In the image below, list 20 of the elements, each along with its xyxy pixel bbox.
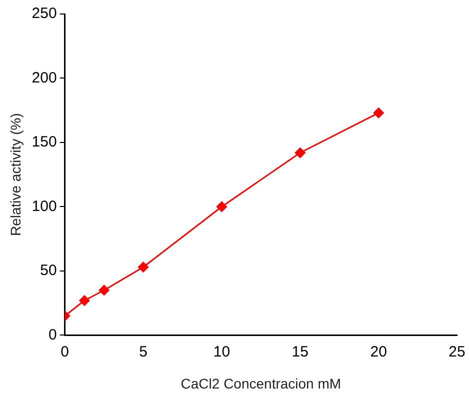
y-tick-label: 250 xyxy=(32,5,57,22)
y-tick-label: 150 xyxy=(32,134,57,151)
point xyxy=(98,284,110,296)
x-tick-label: 0 xyxy=(60,343,69,360)
x-tick-label: 10 xyxy=(213,343,230,360)
y-tick-label: 50 xyxy=(40,262,57,280)
y-tick-label: 0 xyxy=(48,326,57,344)
y-axis-title: Relative activity (%) xyxy=(7,113,24,236)
point xyxy=(373,108,384,118)
point xyxy=(216,201,227,212)
y-tick-label: 100 xyxy=(32,198,57,215)
x-axis-title: CaCl2 Concentracion mM xyxy=(180,375,342,392)
point xyxy=(294,148,306,158)
point xyxy=(79,295,90,306)
y-tick-label: 200 xyxy=(32,69,57,86)
x-tick-label: 20 xyxy=(370,343,387,360)
x-tick-label: 5 xyxy=(139,343,148,360)
x-tick-label: 25 xyxy=(448,343,466,360)
x-tick-label: 15 xyxy=(292,343,308,360)
point xyxy=(138,262,149,272)
